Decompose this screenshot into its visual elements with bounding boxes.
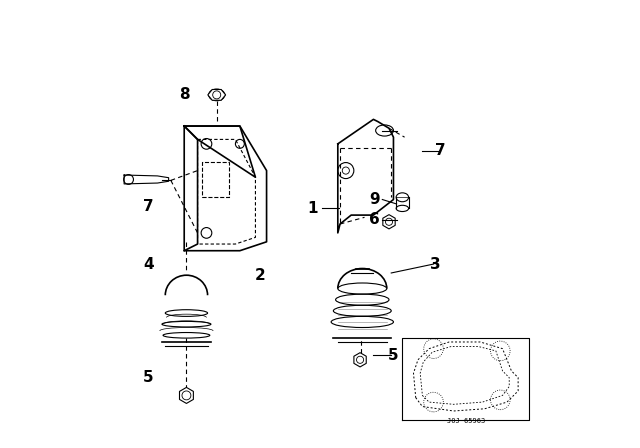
Text: 9: 9 [369,192,380,207]
Text: 7: 7 [435,143,445,158]
Text: 5: 5 [388,348,399,363]
Polygon shape [208,90,226,100]
Text: 4: 4 [143,257,154,271]
Text: 1: 1 [307,201,318,216]
Text: 2: 2 [255,268,265,283]
Text: 3: 3 [431,257,441,271]
Text: J0J 65963: J0J 65963 [447,418,485,424]
Text: 7: 7 [143,199,154,214]
Text: 5: 5 [143,370,154,385]
Text: 6: 6 [369,212,380,227]
Text: 8: 8 [179,87,189,103]
